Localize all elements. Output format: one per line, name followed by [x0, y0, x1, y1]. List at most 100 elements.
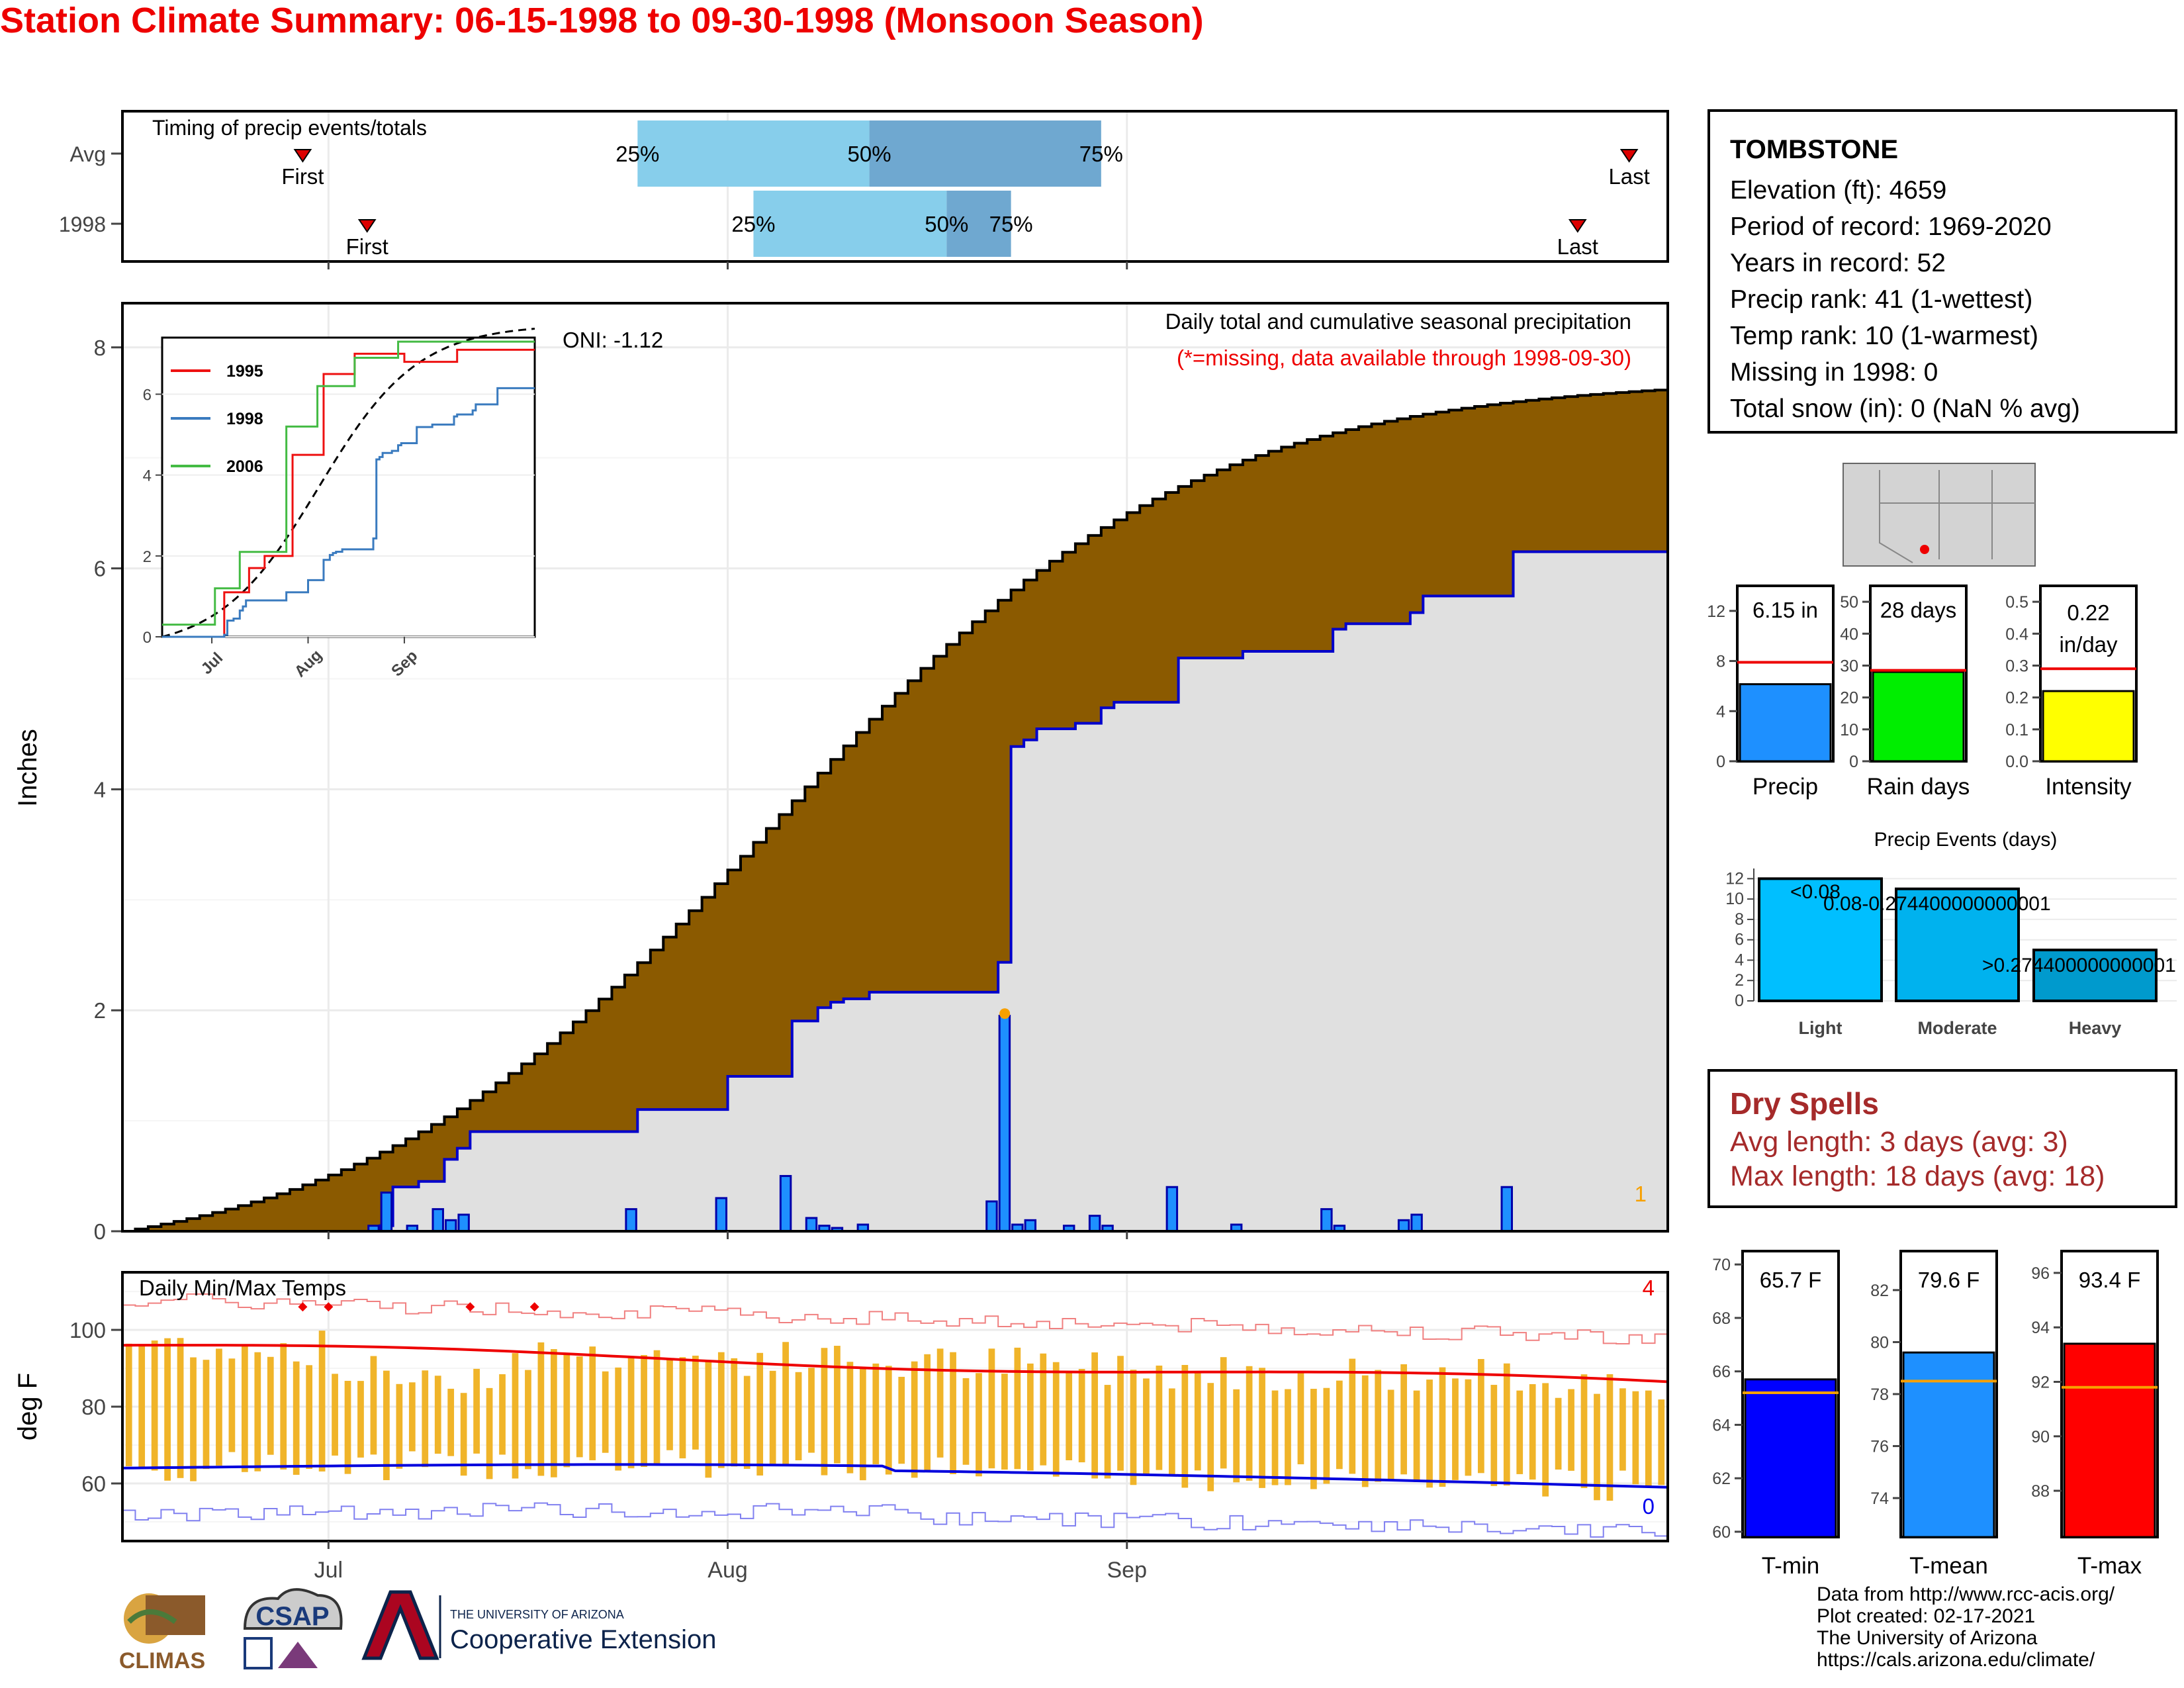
daily-precip-bar [985, 1200, 998, 1233]
summary-bar-tick-label: 40 [1840, 625, 1858, 643]
precip-events-tick-label: 0 [1735, 992, 1744, 1010]
precip-event-label: Heavy [2069, 1018, 2122, 1038]
summary-bar-tick-label: 50 [1840, 593, 1858, 612]
timing-label: Timing of precip events/totals [152, 116, 427, 140]
daily-temp-bar [254, 1352, 261, 1472]
daily-temp-bar [976, 1373, 982, 1477]
precip-y-tick-label: 2 [94, 998, 106, 1023]
precip-event-bar [1758, 877, 1883, 1003]
daily-temp-bar [589, 1346, 596, 1460]
daily-temp-bar [525, 1370, 531, 1470]
daily-temp-bar [1246, 1366, 1253, 1481]
daily-temp-bar [216, 1348, 222, 1466]
summary-bar-value [1739, 683, 1832, 763]
summary-bar-tick-label: 0.4 [2005, 625, 2028, 643]
daily-temp-bar [1323, 1387, 1330, 1484]
daily-temp-bar [1619, 1388, 1626, 1471]
climas-logo: CLIMAS [109, 1582, 215, 1675]
daily-temp-bar [1310, 1389, 1317, 1489]
daily-temp-bar [743, 1376, 751, 1469]
station-info-line: Temp rank: 10 (1-warmest) [1730, 322, 2038, 350]
precip-events-tick-label: 6 [1735, 931, 1744, 949]
daily-temp-bar [834, 1346, 841, 1464]
daily-temp-bar [318, 1331, 326, 1472]
daily-temp-bar [1285, 1389, 1291, 1485]
ua-logo-small-text: THE UNIVERSITY OF ARIZONA [450, 1608, 624, 1621]
daily-temp-bar [1181, 1364, 1189, 1488]
temp-panel-label: Daily Min/Max Temps [139, 1276, 346, 1300]
csap-logo: CSAP [232, 1582, 351, 1681]
precip-event-label: Moderate [1917, 1018, 1997, 1038]
precip-corner-count: 1 [1635, 1182, 1647, 1206]
summary-bar-value-label: 28 days [1880, 598, 1957, 622]
record-high-marker [298, 1302, 308, 1312]
ua-logo-big-text: Cooperative Extension [450, 1625, 716, 1654]
daily-temp-bar [164, 1338, 171, 1481]
daily-temp-bar [293, 1361, 300, 1475]
precip-y-tick-label: 6 [94, 557, 106, 581]
daily-temp-bar [125, 1343, 132, 1466]
daily-precip-bar [1165, 1186, 1179, 1233]
precip-y-tick-label: 8 [94, 336, 106, 360]
daily-temp-bar [602, 1371, 609, 1453]
timing-panel-frame [121, 110, 1669, 263]
temp-summary-value [1744, 1378, 1837, 1538]
daily-temp-bar [1349, 1358, 1356, 1474]
last-marker [1568, 219, 1587, 233]
daily-temp-bar [190, 1357, 197, 1481]
daily-temp-bar [357, 1381, 364, 1458]
precip-y-tick-label: 0 [94, 1219, 106, 1244]
daily-temp-bar [177, 1338, 184, 1478]
precip-note-title: Daily total and cumulative seasonal prec… [1165, 309, 1631, 334]
station-info-box: TOMBSTONE Elevation (ft): 4659 Period of… [1707, 109, 2177, 434]
record-high-line [122, 1293, 1668, 1344]
dry-spells-max: Max length: 18 days (avg: 18) [1730, 1160, 2105, 1192]
temp-summary-label: T-max [2077, 1553, 2142, 1579]
timing-first-label: First [281, 164, 324, 189]
daily-temp-bar [666, 1358, 673, 1450]
daily-temp-bar [1542, 1383, 1549, 1497]
daily-temp-bar [203, 1360, 210, 1470]
daily-precip-bar [1320, 1208, 1333, 1233]
summary-bar-value-label: 0.22 [2067, 600, 2109, 625]
timing-last-label: Last [1608, 164, 1649, 189]
station-info-line: Years in record: 52 [1730, 249, 1946, 277]
daily-temp-bar [344, 1381, 351, 1474]
dry-spells-avg: Avg length: 3 days (avg: 3) [1730, 1126, 2068, 1158]
daily-precip-bar [779, 1175, 792, 1233]
temp-corner-bottom: 0 [1643, 1494, 1655, 1519]
summary-bar-tick-label: 12 [1707, 602, 1725, 621]
temp-summary-value-label: 79.6 F [1918, 1268, 1980, 1292]
station-location-marker [1920, 545, 1929, 554]
temp-summary-tick-label: 64 [1712, 1416, 1731, 1434]
credit-line: Data from http://www.rcc-acis.org/ [1817, 1583, 2115, 1605]
station-info-line: Period of record: 1969-2020 [1730, 212, 2052, 241]
daily-temp-bar [280, 1343, 287, 1470]
daily-temp-bar [1516, 1390, 1524, 1474]
daily-temp-bar [1052, 1362, 1060, 1477]
daily-temp-bar [808, 1368, 815, 1453]
timing-bar-lower [753, 191, 947, 257]
x-axis-tick-label: Sep [1107, 1558, 1148, 1583]
precip-event-text: 0.08-0.274400000000001 [1823, 893, 2051, 915]
daily-temp-bar [756, 1352, 764, 1476]
daily-precip-bar [457, 1213, 470, 1233]
daily-temp-bar [653, 1350, 660, 1465]
inset-y-tick-label: 0 [143, 629, 152, 647]
credits: Data from http://www.rcc-acis.org/ Plot … [1817, 1583, 2115, 1671]
temp-y-tick-label: 80 [81, 1395, 106, 1419]
daily-temp-bar [679, 1357, 686, 1459]
summary-bar-tick-label: 0.0 [2005, 753, 2028, 771]
timing-p75-label: 75% [989, 212, 1033, 236]
inset-series-2006 [162, 340, 535, 626]
temp-summary-label: T-mean [1909, 1553, 1988, 1579]
first-marker [293, 149, 312, 163]
daily-temp-bar [1658, 1399, 1665, 1485]
oni-label: ONI: -1.12 [563, 328, 663, 352]
temp-summary-label: T-min [1762, 1553, 1820, 1579]
daily-temp-bar [499, 1374, 506, 1455]
daily-precip-bar [805, 1217, 818, 1233]
dry-spells-box: Dry Spells Avg length: 3 days (avg: 3) M… [1707, 1069, 2177, 1208]
credit-line: https://cals.arizona.edu/climate/ [1817, 1649, 2095, 1671]
